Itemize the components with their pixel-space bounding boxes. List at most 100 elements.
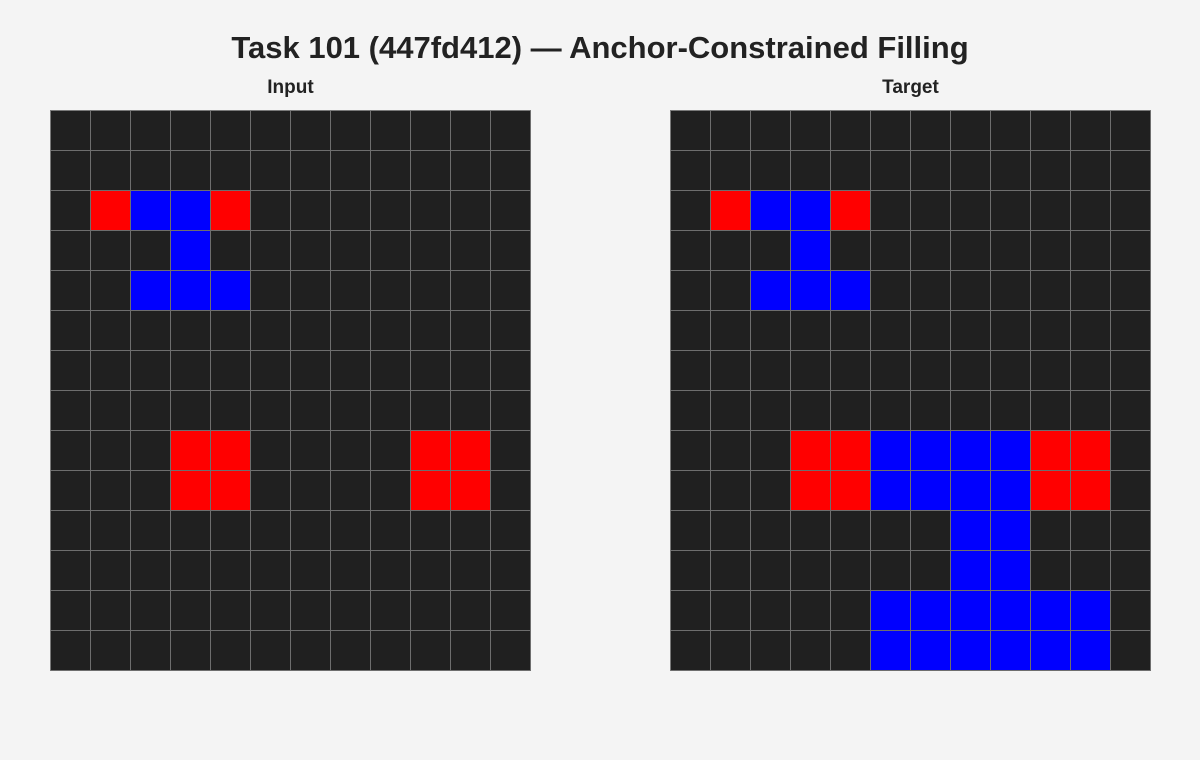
input-cell-black (371, 111, 411, 151)
input-cell-black (451, 191, 491, 231)
target-cell-black (711, 231, 751, 271)
input-cell-black (91, 511, 131, 551)
target-cell-black (751, 311, 791, 351)
input-cell-black (91, 311, 131, 351)
target-cell-blue (951, 511, 991, 551)
target-cell-black (871, 191, 911, 231)
input-cell-black (331, 151, 371, 191)
target-cell-black (1031, 111, 1071, 151)
input-cell-black (331, 351, 371, 391)
input-cell-blue (131, 271, 171, 311)
input-cell-black (251, 471, 291, 511)
input-cell-black (91, 591, 131, 631)
target-cell-black (671, 271, 711, 311)
input-cell-black (211, 631, 251, 671)
target-cell-black (1111, 151, 1151, 191)
input-cell-black (211, 151, 251, 191)
target-cell-blue (911, 471, 951, 511)
input-cell-black (131, 231, 171, 271)
target-cell-black (671, 551, 711, 591)
target-cell-black (791, 151, 831, 191)
input-cell-black (491, 591, 531, 631)
input-cell-black (371, 311, 411, 351)
input-cell-black (211, 231, 251, 271)
target-cell-black (751, 351, 791, 391)
input-cell-black (251, 591, 291, 631)
target-cell-blue (791, 231, 831, 271)
input-cell-black (451, 271, 491, 311)
target-cell-black (831, 511, 871, 551)
input-cell-black (491, 111, 531, 151)
target-cell-black (671, 191, 711, 231)
input-cell-black (331, 391, 371, 431)
target-cell-black (671, 151, 711, 191)
target-cell-black (791, 631, 831, 671)
input-cell-black (371, 191, 411, 231)
input-cell-black (211, 111, 251, 151)
input-cell-red (211, 431, 251, 471)
input-cell-red (211, 471, 251, 511)
target-cell-blue (871, 431, 911, 471)
target-cell-blue (991, 591, 1031, 631)
target-cell-black (751, 431, 791, 471)
input-cell-black (91, 631, 131, 671)
target-cell-blue (751, 271, 791, 311)
input-cell-black (491, 391, 531, 431)
input-cell-black (131, 631, 171, 671)
input-cell-black (371, 431, 411, 471)
target-cell-black (871, 231, 911, 271)
input-cell-black (291, 311, 331, 351)
input-cell-black (411, 311, 451, 351)
target-cell-blue (991, 511, 1031, 551)
target-cell-blue (991, 431, 1031, 471)
input-cell-black (171, 631, 211, 671)
target-cell-black (951, 151, 991, 191)
target-cell-blue (951, 471, 991, 511)
input-cell-black (51, 191, 91, 231)
target-cell-red (1071, 431, 1111, 471)
input-cell-black (211, 311, 251, 351)
target-cell-black (791, 311, 831, 351)
target-cell-black (1031, 151, 1071, 191)
target-cell-black (991, 191, 1031, 231)
target-cell-black (751, 511, 791, 551)
target-cell-black (1111, 591, 1151, 631)
target-cell-blue (791, 271, 831, 311)
target-cell-black (671, 511, 711, 551)
input-cell-black (411, 511, 451, 551)
input-cell-black (331, 231, 371, 271)
target-cell-black (871, 151, 911, 191)
target-cell-red (831, 431, 871, 471)
target-cell-blue (951, 631, 991, 671)
input-cell-black (51, 271, 91, 311)
input-cell-black (451, 591, 491, 631)
input-cell-black (331, 471, 371, 511)
target-cell-red (791, 431, 831, 471)
target-cell-black (991, 391, 1031, 431)
input-cell-black (251, 151, 291, 191)
input-cell-black (251, 511, 291, 551)
input-cell-red (411, 431, 451, 471)
input-cell-black (451, 151, 491, 191)
input-cell-black (411, 551, 451, 591)
input-cell-black (91, 151, 131, 191)
target-cell-black (951, 351, 991, 391)
target-cell-black (951, 111, 991, 151)
input-panel-label: Input (267, 77, 314, 98)
input-cell-black (211, 591, 251, 631)
input-cell-black (291, 191, 331, 231)
target-cell-black (991, 311, 1031, 351)
target-cell-black (871, 511, 911, 551)
target-cell-black (671, 111, 711, 151)
target-cell-blue (751, 191, 791, 231)
target-cell-black (751, 591, 791, 631)
input-cell-black (411, 631, 451, 671)
input-cell-black (211, 551, 251, 591)
input-cell-black (211, 391, 251, 431)
input-cell-black (331, 191, 371, 231)
target-cell-black (1071, 271, 1111, 311)
target-cell-black (991, 151, 1031, 191)
target-cell-black (711, 151, 751, 191)
target-cell-black (711, 311, 751, 351)
input-cell-black (291, 151, 331, 191)
